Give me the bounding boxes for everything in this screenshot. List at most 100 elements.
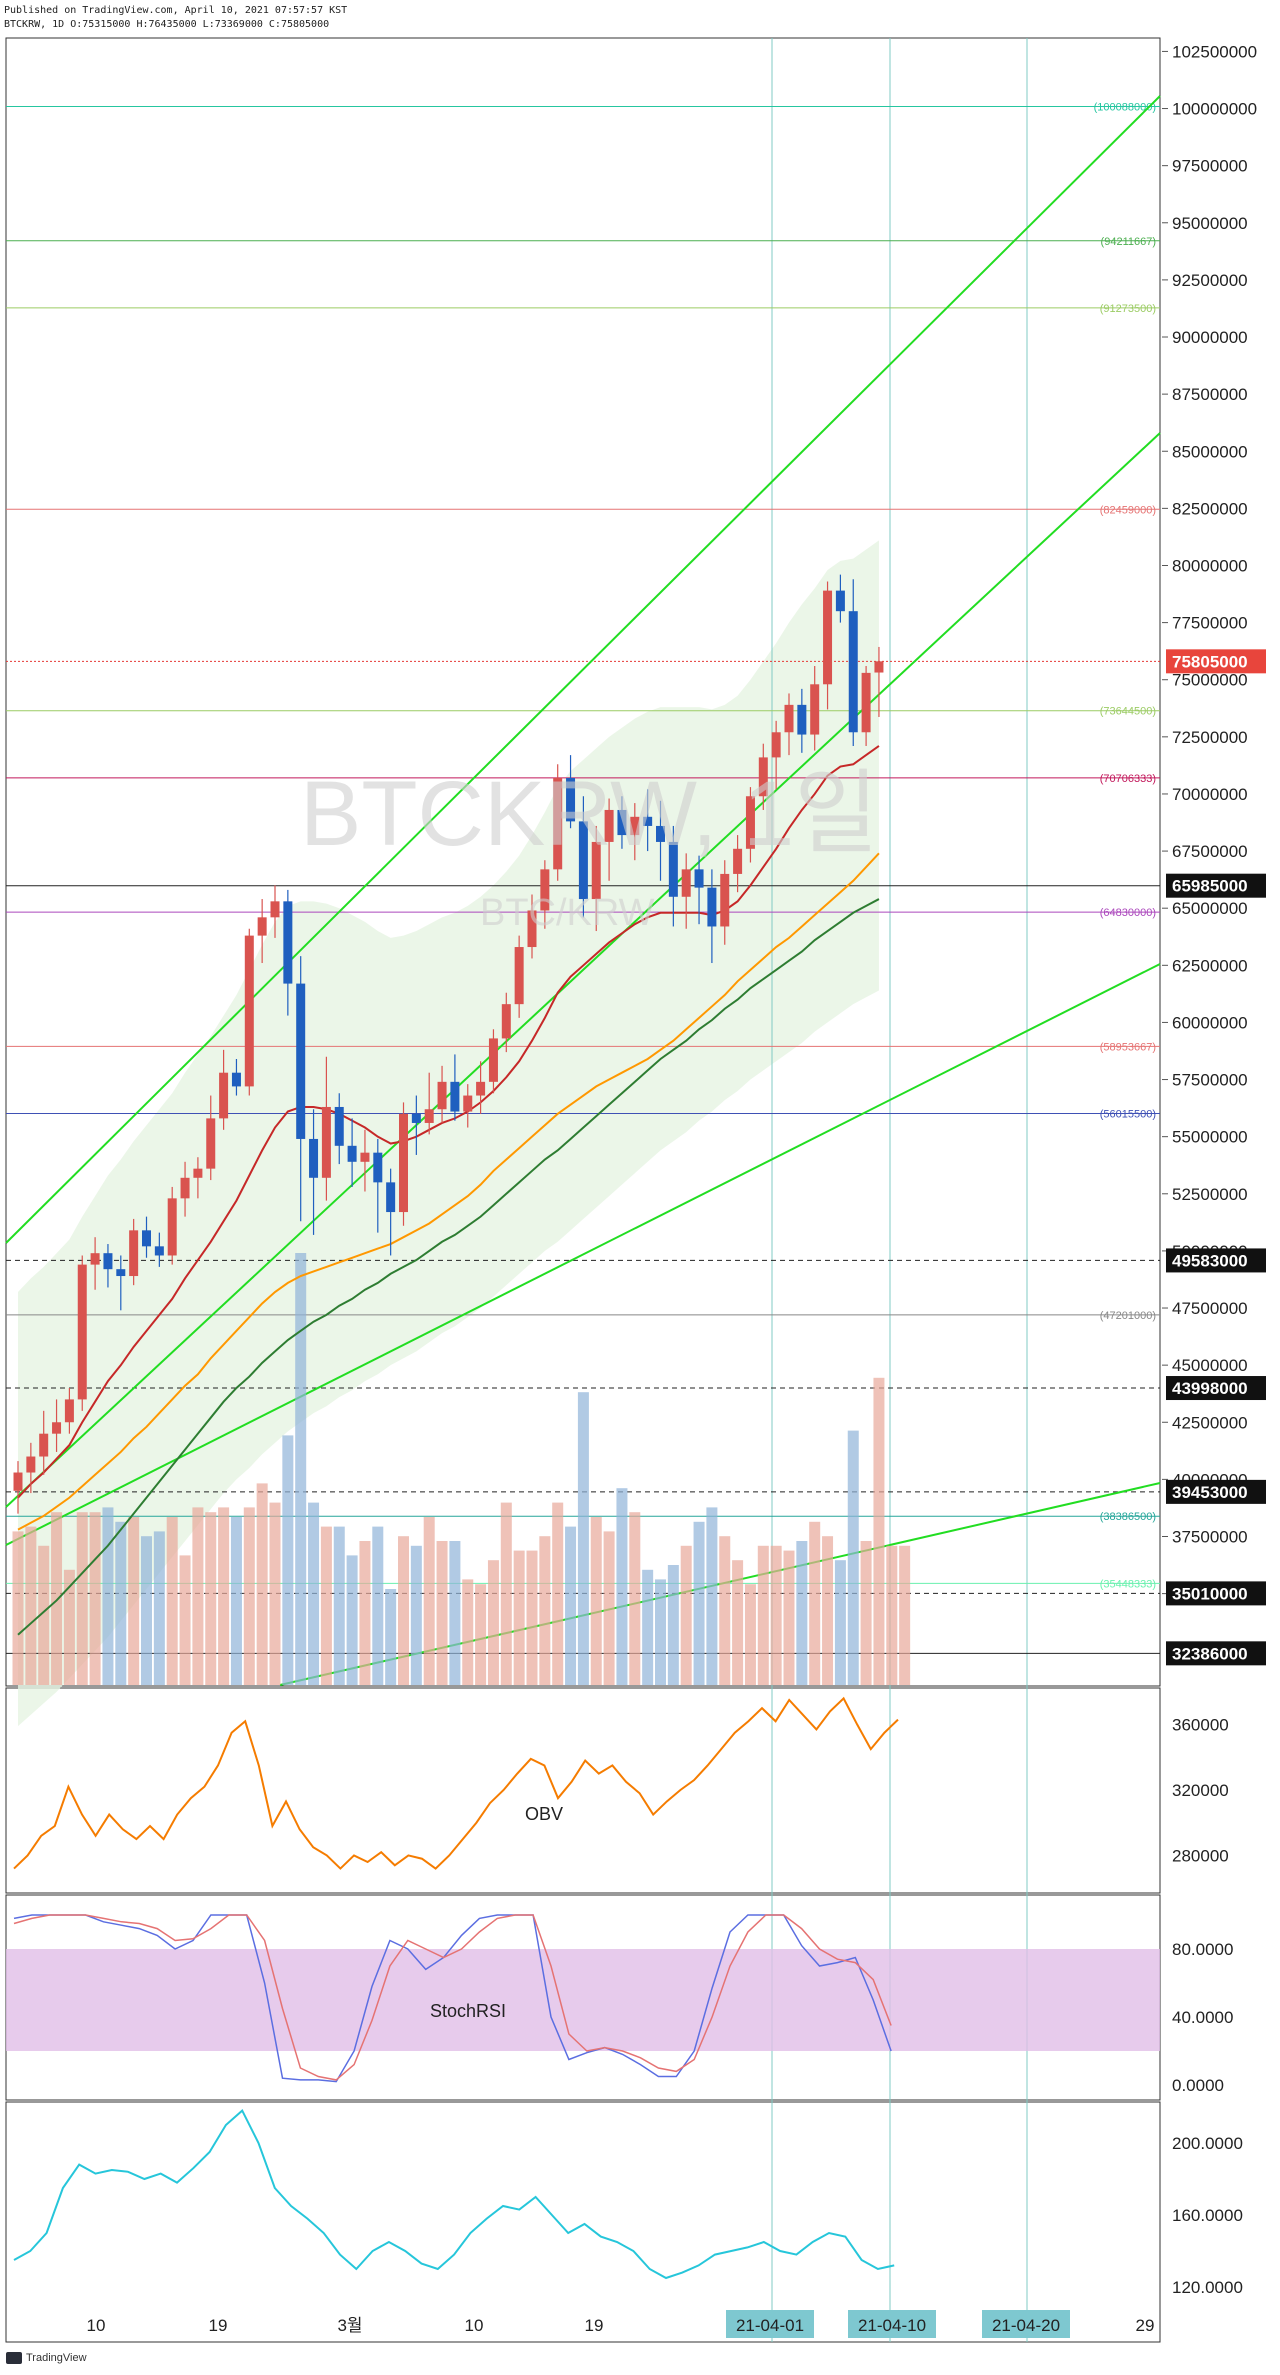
watermark-pair: BTC/KRW <box>480 892 655 934</box>
y-axis-tick-label: 82500000 <box>1172 499 1248 518</box>
volume-bar <box>282 1435 294 1685</box>
obv-axis-label: 320000 <box>1172 1781 1229 1800</box>
stoch-d-line <box>13 1914 892 2081</box>
candle-body <box>835 590 845 612</box>
level-label: (64830000) <box>1100 907 1156 919</box>
candle-body <box>540 869 550 911</box>
candle-body <box>771 732 781 758</box>
candle-body <box>193 1168 203 1178</box>
volume-bar <box>693 1521 705 1685</box>
y-axis-tick-label: 70000000 <box>1172 785 1248 804</box>
candle-body <box>386 1182 396 1213</box>
y-axis-tick-label: 80000000 <box>1172 556 1248 575</box>
x-axis-tick-label: 19 <box>209 2316 228 2335</box>
candle-body <box>411 1113 421 1123</box>
volume-bar <box>166 1517 178 1685</box>
y-axis-tick-label: 77500000 <box>1172 614 1248 633</box>
volume-bar <box>243 1507 255 1685</box>
volume-bar <box>449 1541 461 1685</box>
volume-bar <box>63 1569 75 1685</box>
candle-body <box>566 777 576 822</box>
volume-bar <box>320 1526 332 1685</box>
candle-body <box>527 910 537 948</box>
candle-body <box>861 672 871 733</box>
volume-bar <box>128 1517 140 1685</box>
candle-body <box>694 869 704 888</box>
tradingview-icon <box>6 2352 22 2364</box>
y-axis-tick-label: 92500000 <box>1172 271 1248 290</box>
y-axis-tick-label: 97500000 <box>1172 157 1248 176</box>
candle-body <box>116 1269 126 1277</box>
y-axis-tick-label: 52500000 <box>1172 1185 1248 1204</box>
candle-body <box>514 947 524 1005</box>
price-tag-label: 32386000 <box>1172 1644 1248 1663</box>
candle-body <box>874 661 884 673</box>
volume-bar <box>500 1502 512 1685</box>
candle-body <box>13 1472 23 1491</box>
volume-bar <box>873 1377 885 1685</box>
candle-body <box>321 1106 331 1178</box>
candle-body <box>231 1072 241 1087</box>
candle-body <box>758 757 768 797</box>
candle-body <box>643 816 653 826</box>
stochrsi-axis-label: 40.0000 <box>1172 2008 1233 2027</box>
candle-body <box>681 869 691 897</box>
x-axis-tick-label: 3월 <box>337 2316 362 2335</box>
volume-bar <box>590 1517 602 1685</box>
stoch-k-line <box>13 1914 892 2083</box>
watermark-symbol: BTCKRW, 1일 <box>300 763 879 865</box>
volume-bar <box>680 1545 692 1685</box>
volume-bar <box>359 1541 371 1685</box>
candle-body <box>733 848 743 874</box>
candle-body <box>450 1081 460 1112</box>
stochrsi-label: StochRSI <box>430 2001 506 2021</box>
volume-bar <box>436 1541 448 1685</box>
level-label: (82459000) <box>1100 504 1156 516</box>
price-tag-label: 39453000 <box>1172 1483 1248 1502</box>
candle-body <box>347 1145 357 1162</box>
volume-bar <box>834 1560 846 1685</box>
y-axis-tick-label: 47500000 <box>1172 1299 1248 1318</box>
candle-body <box>373 1152 383 1183</box>
y-axis-tick-label: 60000000 <box>1172 1013 1248 1032</box>
lower-axis-label: 160.0000 <box>1172 2206 1243 2225</box>
volume-bar <box>655 1579 666 1685</box>
price-tag-label: 43998000 <box>1172 1379 1248 1398</box>
stochrsi-axis-label: 0.0000 <box>1172 2076 1224 2095</box>
candle-body <box>283 901 293 984</box>
trend-line <box>5 963 1161 1546</box>
x-axis-date-box <box>848 2310 936 2338</box>
candle-body <box>180 1177 190 1199</box>
volume-bar <box>141 1536 152 1685</box>
volume-bar <box>423 1517 435 1685</box>
candle-body <box>219 1072 229 1119</box>
level-label: (56015500) <box>1100 1108 1156 1120</box>
candle-body <box>142 1230 151 1247</box>
tradingview-logo: TradingView <box>6 2352 87 2364</box>
ma-fast-line <box>17 745 880 1499</box>
candle-body <box>270 901 280 918</box>
price-tag-label: 75805000 <box>1172 652 1248 671</box>
y-axis-tick-label: 72500000 <box>1172 728 1248 747</box>
y-axis-tick-label: 62500000 <box>1172 956 1248 975</box>
y-axis-tick-label: 42500000 <box>1172 1413 1248 1432</box>
volume-bar <box>487 1560 499 1685</box>
published-line: Published on TradingView.com, April 10, … <box>4 5 348 16</box>
candle-body <box>848 611 858 733</box>
y-axis-tick-label: 37500000 <box>1172 1527 1248 1546</box>
obv-axis-label: 360000 <box>1172 1716 1229 1735</box>
candle-body <box>476 1081 486 1096</box>
volume-bar <box>333 1526 345 1685</box>
price-tag-box <box>1166 1479 1266 1504</box>
price-tag-box <box>1166 1376 1266 1401</box>
volume-bar <box>410 1545 422 1685</box>
candle-body <box>604 809 614 842</box>
volume-bar <box>719 1536 731 1685</box>
volume-bar <box>269 1502 281 1685</box>
chart-header: Published on TradingView.com, April 10, … <box>4 4 347 32</box>
volume-bar <box>475 1584 487 1685</box>
stochrsi-band <box>6 1949 1160 2051</box>
volume-bar <box>886 1545 898 1685</box>
volume-bar <box>218 1507 230 1685</box>
